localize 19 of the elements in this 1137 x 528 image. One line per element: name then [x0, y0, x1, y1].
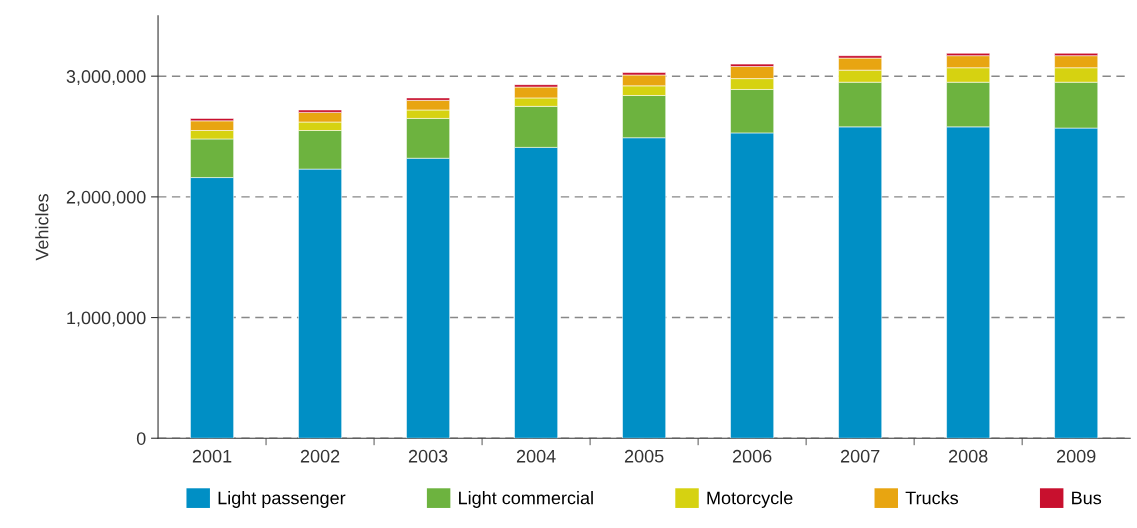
- x-tick-label: 2006: [732, 449, 772, 463]
- x-tick-label: 2003: [408, 449, 448, 463]
- legend-label: Trucks: [905, 491, 959, 505]
- legend-label: Bus: [1072, 491, 1102, 505]
- y-tick-label: 2,000,000: [66, 190, 146, 206]
- y-tick-label: 3,000,000: [66, 70, 146, 86]
- x-tick-label: 2008: [948, 449, 988, 463]
- y-tick-label: 0: [136, 432, 146, 445]
- x-tick-label: 2002: [300, 449, 340, 463]
- x-tick-label: 2007: [840, 449, 880, 463]
- x-tick-label: 2004: [516, 449, 556, 463]
- legend-label: Motorcycle: [707, 491, 793, 508]
- legend-label: Light commercial: [459, 491, 593, 508]
- y-tick-label: 1,000,000: [67, 311, 146, 327]
- legend-label: Light passenger: [218, 491, 346, 508]
- x-tick-label: 2009: [1057, 449, 1096, 463]
- y-axis-title: Vehicles: [35, 194, 49, 261]
- x-tick-label: 2001: [192, 449, 232, 463]
- x-tick-label: 2005: [624, 449, 664, 463]
